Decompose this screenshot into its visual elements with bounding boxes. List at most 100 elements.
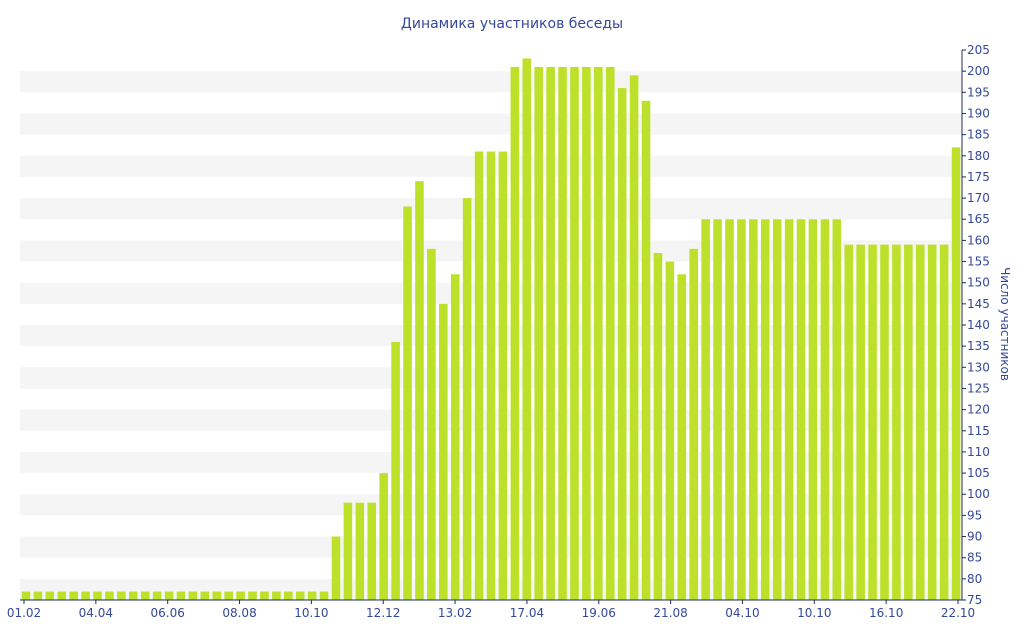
bar: [21, 591, 31, 600]
bar: [784, 219, 794, 600]
bar: [439, 303, 448, 600]
bar: [904, 244, 913, 600]
bar: [283, 591, 293, 600]
y-tick-label: 180: [967, 149, 990, 163]
bar: [760, 219, 770, 600]
bar: [522, 58, 532, 600]
y-tick-label: 200: [967, 64, 990, 78]
x-tick-label: 06.06: [151, 606, 185, 620]
bar: [796, 219, 806, 600]
grid-band: [20, 113, 962, 135]
x-tick-label: 19.06: [582, 606, 616, 620]
bar: [856, 244, 865, 600]
bar: [749, 219, 758, 600]
y-tick-label: 130: [967, 360, 990, 374]
bar: [450, 274, 460, 600]
bar: [462, 198, 472, 601]
bar: [486, 151, 496, 601]
bar: [641, 100, 651, 601]
bar: [844, 244, 854, 600]
bar: [236, 591, 245, 600]
y-tick-label: 185: [967, 128, 990, 142]
y-tick-label: 170: [967, 191, 990, 205]
y-axis-ticks: 75 80 85 90 95 100 105 110 115 120 125 130 135 140 145…: [962, 43, 990, 607]
x-tick-label: 16.10: [869, 606, 903, 620]
bar: [260, 591, 269, 600]
bar: [951, 147, 961, 601]
bar: [140, 591, 150, 600]
x-tick-label: 17.04: [510, 606, 544, 620]
bar: [295, 591, 305, 600]
bar: [319, 591, 329, 600]
y-tick-label: 155: [967, 255, 990, 269]
y-tick-label: 140: [967, 318, 990, 332]
y-tick-label: 120: [967, 403, 990, 417]
y-tick-label: 145: [967, 297, 990, 311]
y-tick-label: 105: [967, 466, 990, 480]
bar: [737, 219, 746, 600]
bar: [152, 591, 162, 600]
y-tick-label: 175: [967, 170, 990, 184]
x-tick-label: 22.10: [941, 606, 975, 620]
bar: [725, 219, 734, 600]
bar: [474, 151, 484, 601]
bar: [128, 591, 138, 600]
bar: [653, 253, 663, 601]
x-tick-label: 01.02: [7, 606, 41, 620]
bar: [343, 502, 353, 600]
grid-band: [20, 71, 962, 93]
bar: [665, 261, 675, 600]
x-tick-label: 08.08: [222, 606, 256, 620]
x-tick-label: 13.02: [438, 606, 472, 620]
bar: [820, 219, 830, 600]
y-tick-label: 115: [967, 424, 990, 438]
y-tick-label: 100: [967, 487, 990, 501]
y-tick-label: 110: [967, 445, 990, 459]
bar: [415, 181, 424, 600]
y-tick-label: 80: [967, 572, 982, 586]
bar: [391, 341, 400, 600]
bar: [713, 219, 722, 600]
bar: [510, 66, 520, 600]
bar: [188, 591, 198, 600]
bar: [403, 206, 412, 601]
bar: [176, 591, 186, 600]
bar: [105, 591, 114, 600]
bar: [57, 591, 67, 600]
bar: [927, 244, 937, 600]
bar: [689, 248, 699, 600]
bar: [701, 219, 710, 600]
bar: [534, 66, 543, 600]
bar: [880, 244, 889, 600]
bar: [93, 591, 102, 600]
bar: [915, 244, 925, 600]
y-tick-label: 150: [967, 276, 990, 290]
bar: [307, 591, 317, 600]
bar: [224, 591, 233, 600]
bar: [617, 88, 627, 601]
bar: [33, 591, 43, 600]
bar: [212, 591, 222, 600]
x-tick-label: 04.04: [79, 606, 113, 620]
bar: [558, 66, 567, 600]
bar-series: [21, 58, 961, 601]
x-tick-label: 04.10: [725, 606, 759, 620]
bar: [629, 75, 639, 600]
bar: [605, 66, 615, 600]
bar: [272, 591, 281, 600]
y-tick-label: 195: [967, 85, 990, 99]
y-tick-label: 95: [967, 508, 982, 522]
bar: [81, 591, 90, 600]
bar: [248, 591, 257, 600]
bar: [808, 219, 818, 600]
x-axis-ticks: 01.02 04.04 06.06 08.08 10.10 12.12 13.02 17.04…: [7, 600, 975, 620]
bar: [331, 536, 341, 600]
bar: [772, 219, 782, 600]
y-tick-label: 165: [967, 212, 990, 226]
bar: [594, 66, 603, 600]
x-tick-label: 10.10: [294, 606, 328, 620]
bar: [582, 66, 591, 600]
x-tick-label: 12.12: [366, 606, 400, 620]
bar: [367, 502, 377, 600]
